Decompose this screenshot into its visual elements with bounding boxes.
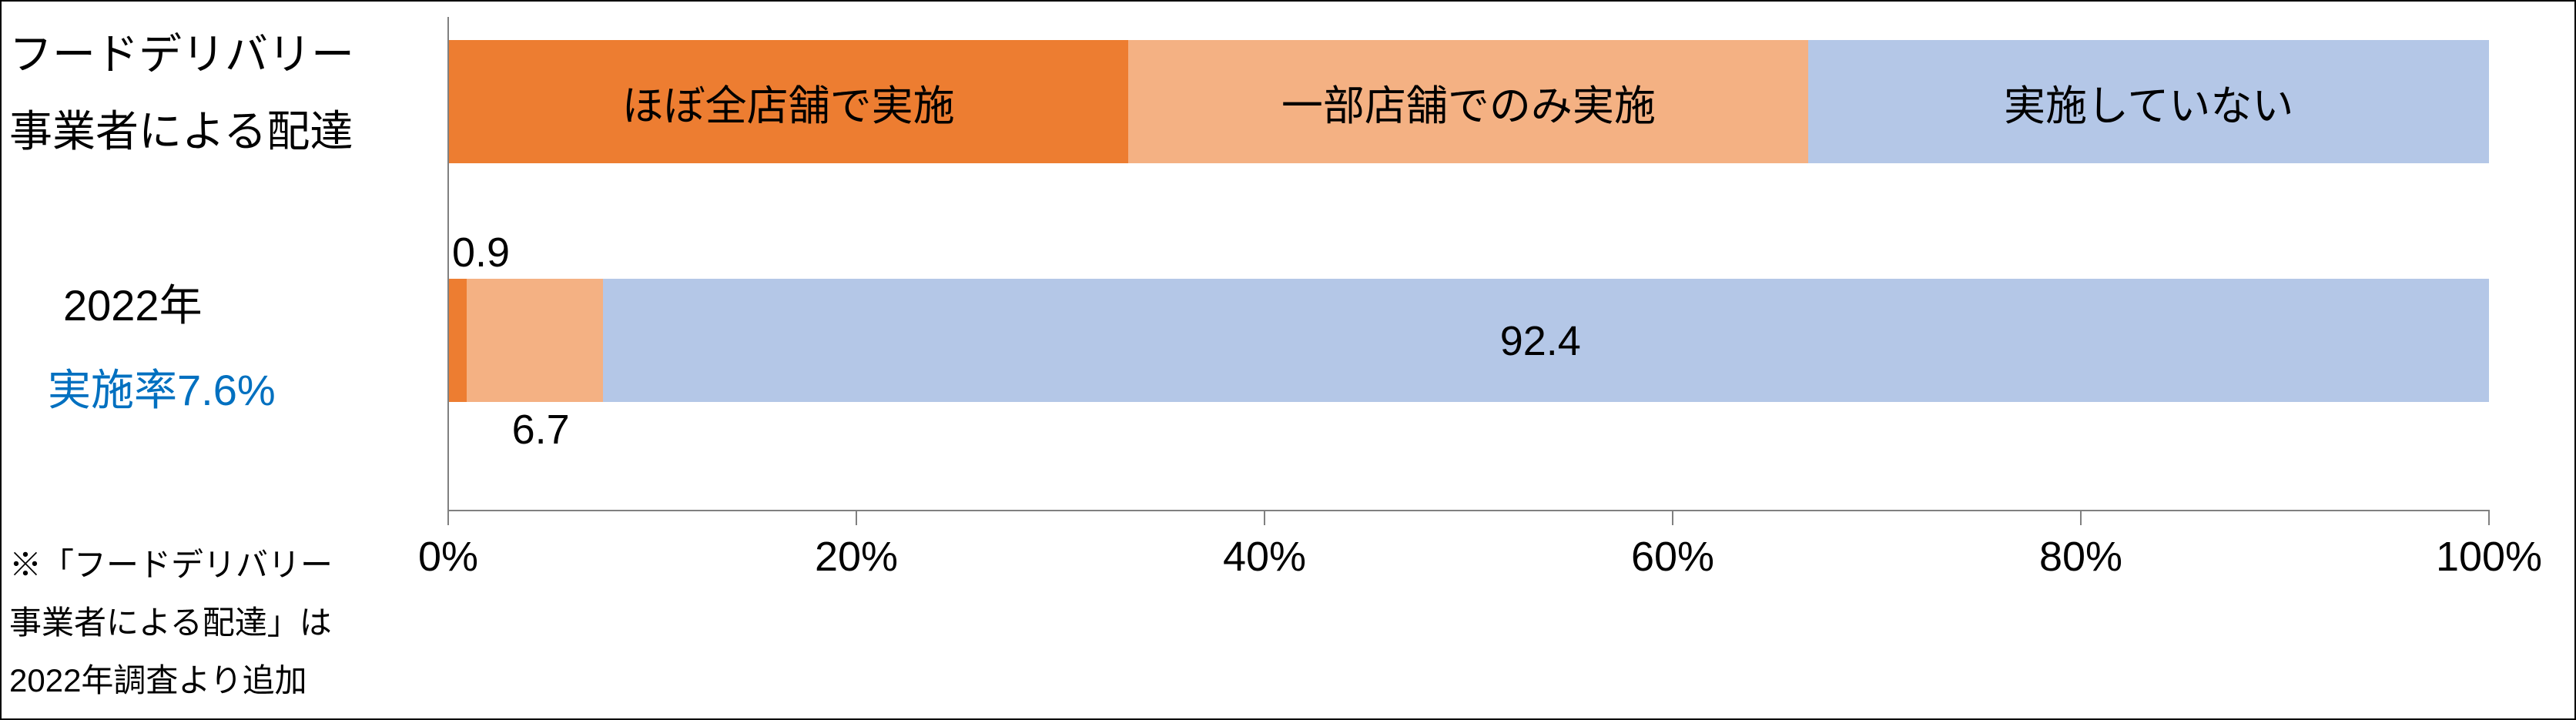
- title-line-1: フードデリバリー: [9, 25, 354, 85]
- rate-label: 実施率7.6%: [48, 356, 276, 418]
- legend-seg-3: 実施していない: [1808, 40, 2489, 163]
- axis-tick-label: 100%: [2436, 533, 2542, 581]
- legend-row: ほぼ全店舗で実施一部店舗でのみ実施実施していない: [448, 40, 2489, 163]
- axis-tick: [1264, 510, 1265, 525]
- axis-tick: [2080, 510, 2082, 525]
- legend-seg-2: 一部店舗でのみ実施: [1128, 40, 1808, 163]
- left-panel: フードデリバリー 事業者による配達 2022年 実施率7.6% ※「フードデリバ…: [2, 2, 417, 718]
- axis-tick-label: 40%: [1223, 533, 1306, 581]
- x-axis-line: [448, 510, 2489, 511]
- axis-tick-label: 20%: [815, 533, 898, 581]
- axis-tick: [856, 510, 857, 525]
- value-label-seg1: 0.9: [452, 229, 510, 276]
- data-seg-1: [448, 279, 467, 402]
- value-label-seg2: 6.7: [512, 406, 570, 454]
- title-line-2: 事業者による配達: [9, 102, 353, 162]
- axis-tick: [1672, 510, 1673, 525]
- footnote-line-3: 2022年調査より追加: [9, 656, 307, 705]
- plot-area: ほぼ全店舗で実施一部店舗でのみ実施実施していない 0.9 6.7 92.4 0%…: [448, 17, 2489, 494]
- value-label-seg3: 92.4: [1500, 317, 1581, 365]
- axis-tick: [2488, 510, 2490, 525]
- axis-tick-label: 80%: [2039, 533, 2122, 581]
- axis-tick: [447, 510, 449, 525]
- axis-tick-label: 0%: [418, 533, 478, 581]
- footnote-line-2: 事業者による配達」は: [9, 598, 332, 647]
- legend-seg-1: ほぼ全店舗で実施: [448, 40, 1128, 163]
- y-axis-line: [447, 17, 449, 510]
- footnote-line-1: ※「フードデリバリー: [9, 541, 333, 589]
- data-seg-2: [467, 279, 604, 402]
- year-label: 2022年: [63, 271, 203, 333]
- chart-container: フードデリバリー 事業者による配達 2022年 実施率7.6% ※「フードデリバ…: [0, 0, 2576, 720]
- axis-tick-label: 60%: [1631, 533, 1714, 581]
- chart-area: ほぼ全店舗で実施一部店舗でのみ実施実施していない 0.9 6.7 92.4 0%…: [417, 2, 2512, 541]
- data-row: [448, 279, 2489, 402]
